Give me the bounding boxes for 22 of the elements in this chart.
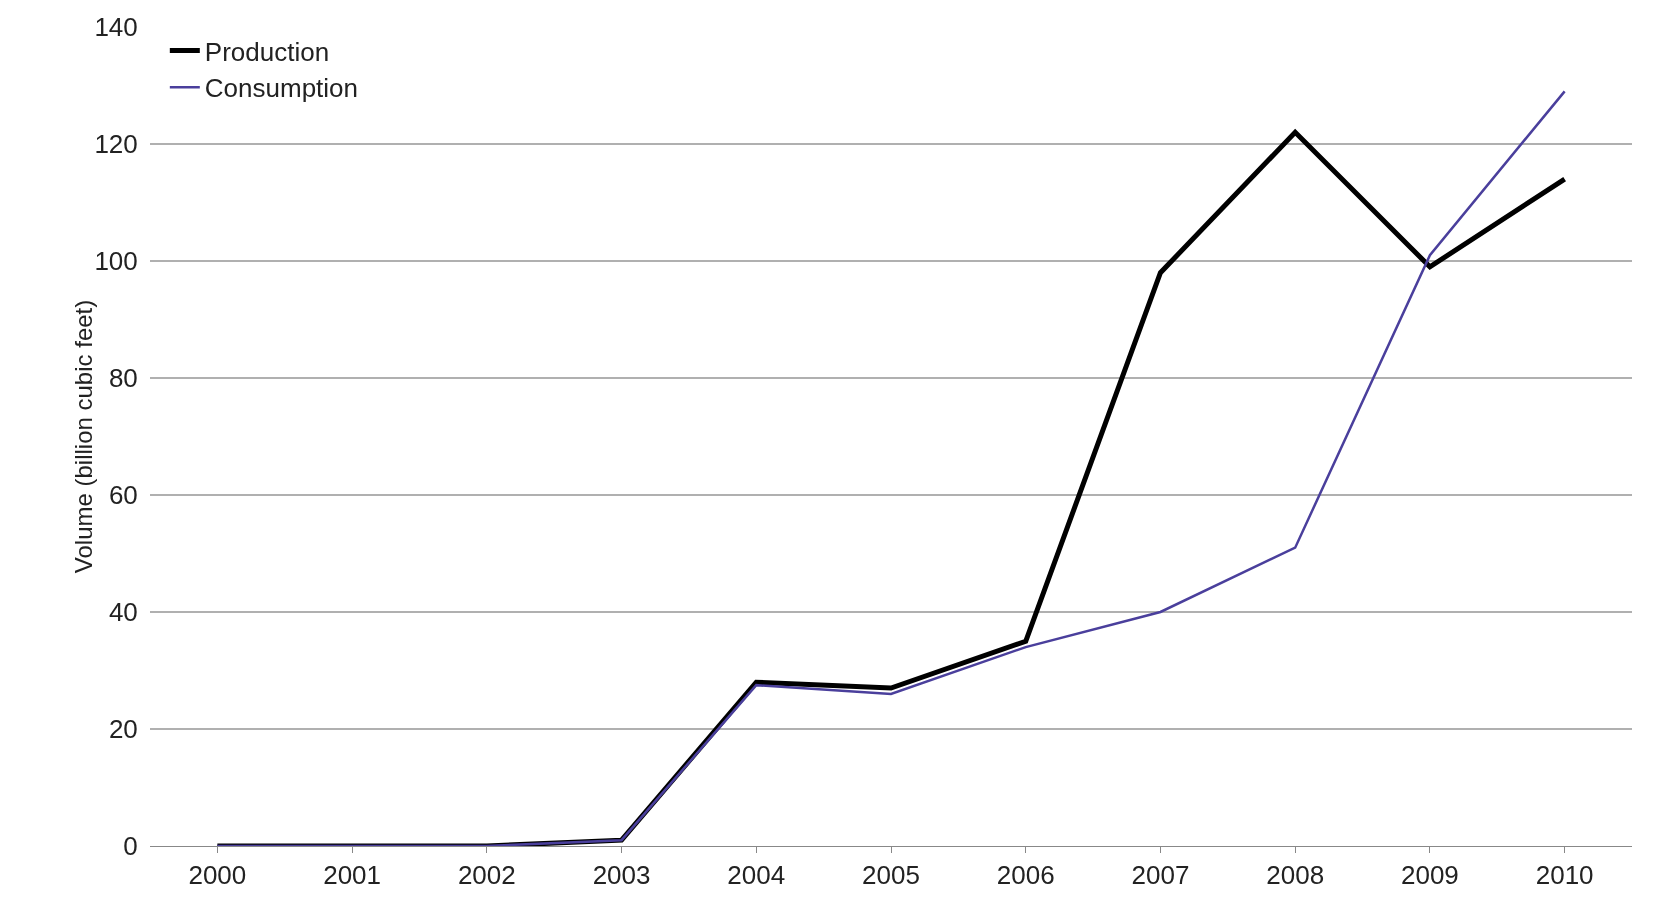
y-axis-title: Volume (billion cubic feet) [70, 299, 97, 574]
x-tick-label: 2007 [1131, 860, 1190, 891]
y-tick-label: 40 [108, 597, 138, 628]
x-tick-label: 2005 [862, 860, 920, 891]
y-tick-label: 100 [94, 246, 138, 277]
y-tick-label: 120 [94, 129, 138, 160]
x-tick-label: 2006 [996, 860, 1055, 891]
x-tick-label: 2009 [1400, 860, 1459, 891]
legend-label: Production [204, 36, 330, 67]
legend-label: Consumption [204, 73, 359, 104]
x-tick-label: 2003 [592, 860, 651, 891]
y-tick-label: 140 [94, 12, 138, 43]
y-tick-label: 0 [123, 831, 138, 862]
x-tick-label: 2008 [1266, 860, 1325, 891]
x-tick-label: 2010 [1535, 860, 1594, 891]
y-tick-label: 20 [108, 714, 138, 745]
x-tick-label: 2001 [323, 860, 382, 891]
x-tick-label: 2000 [188, 860, 247, 891]
y-tick-label: 60 [108, 480, 138, 511]
x-tick-label: 2004 [727, 860, 786, 891]
y-tick-label: 80 [108, 363, 138, 394]
x-tick-label: 2002 [457, 860, 516, 891]
